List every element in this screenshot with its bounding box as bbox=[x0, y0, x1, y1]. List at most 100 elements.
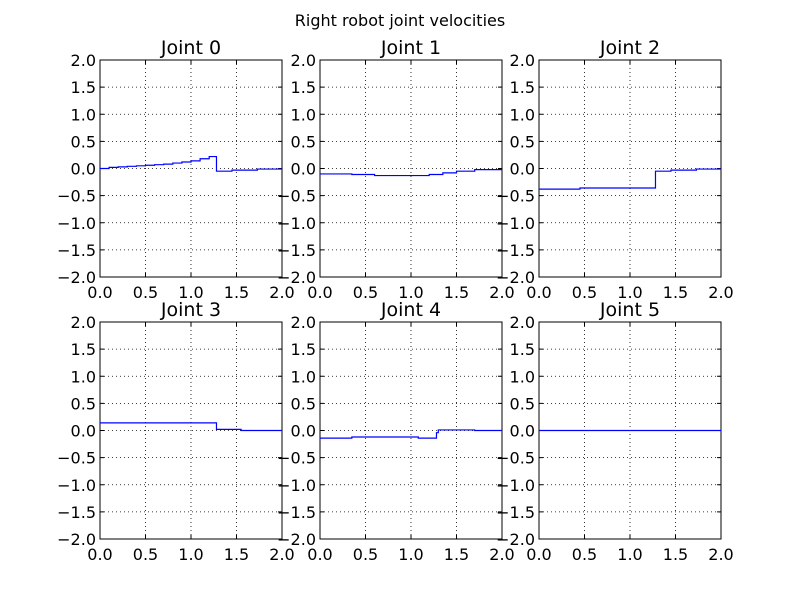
x-tick-label: 0.0 bbox=[526, 283, 551, 302]
y-tick-label: 1.5 bbox=[510, 340, 535, 359]
subplot-joint-3: 0.0 0.5 1.0 1.5 2.0 2.0 1.5 1.0 0.5 0.0 −0.5 −1.0 −1… bbox=[57, 299, 295, 564]
subplot-title: Joint 4 bbox=[380, 299, 441, 321]
y-tick-label: −2.0 bbox=[57, 268, 96, 287]
subplot-title: Joint 0 bbox=[160, 37, 221, 59]
subplot-title: Joint 3 bbox=[160, 299, 221, 321]
y-tick-label: 2.0 bbox=[291, 313, 316, 332]
subplot-title: Joint 1 bbox=[380, 37, 441, 59]
x-tick-label: 0.5 bbox=[572, 283, 597, 302]
y-tick-label: −1.0 bbox=[277, 214, 316, 233]
y-tick-label: 0.0 bbox=[291, 422, 316, 441]
x-tick-label: 0.5 bbox=[353, 283, 378, 302]
subplot-joint-4: 0.0 0.5 1.0 1.5 2.0 2.0 1.5 1.0 0.5 0.0 −0.5 −1.0 −1… bbox=[277, 299, 515, 564]
x-tick-label: 1.0 bbox=[398, 545, 423, 564]
y-tick-label: 1.5 bbox=[510, 78, 535, 97]
y-tick-label: −0.5 bbox=[277, 449, 316, 468]
x-tick-label: 2.0 bbox=[269, 283, 294, 302]
y-tick-label: 1.5 bbox=[291, 78, 316, 97]
figure-title: Right robot joint velocities bbox=[295, 11, 505, 30]
subplot-joint-5: 0.0 0.5 1.0 1.5 2.0 2.0 1.5 1.0 0.5 0.0 −0.5 −1.0 −1… bbox=[496, 299, 734, 564]
y-tick-label: −2.0 bbox=[57, 530, 96, 549]
y-tick-label: −2.0 bbox=[496, 530, 535, 549]
y-tick-label: −1.5 bbox=[277, 503, 316, 522]
x-tick-label: 0.5 bbox=[572, 545, 597, 564]
y-tick-label: 0.0 bbox=[510, 160, 535, 179]
y-tick-label: 0.5 bbox=[510, 132, 535, 151]
y-tick-label: 1.0 bbox=[71, 367, 96, 386]
y-tick-label: −0.5 bbox=[496, 187, 535, 206]
y-tick-label: −0.5 bbox=[57, 449, 96, 468]
x-tick-label: 1.5 bbox=[663, 545, 688, 564]
y-tick-label: 2.0 bbox=[71, 313, 96, 332]
subplot-joint-0: 0.0 0.5 1.0 1.5 2.0 2.0 1.5 1.0 0.5 0.0 −0.5 −1.0 −1… bbox=[57, 37, 295, 302]
y-tick-label: −1.0 bbox=[496, 476, 535, 495]
y-tick-label: −1.5 bbox=[496, 241, 535, 260]
x-tick-label: 1.0 bbox=[398, 283, 423, 302]
y-tick-label: −0.5 bbox=[277, 187, 316, 206]
y-tick-label: 0.0 bbox=[71, 160, 96, 179]
subplot-joint-2: 0.0 0.5 1.0 1.5 2.0 2.0 1.5 1.0 0.5 0.0 −0.5 −1.0 −1… bbox=[496, 37, 734, 302]
velocity-series-line bbox=[539, 168, 721, 190]
y-tick-label: 1.0 bbox=[71, 105, 96, 124]
y-tick-label: 1.5 bbox=[71, 340, 96, 359]
velocity-series-line bbox=[320, 429, 502, 439]
y-tick-label: −2.0 bbox=[277, 530, 316, 549]
x-tick-label: 0.5 bbox=[133, 545, 158, 564]
y-tick-label: 1.5 bbox=[291, 340, 316, 359]
x-tick-label: 1.0 bbox=[617, 545, 642, 564]
y-tick-label: 2.0 bbox=[71, 51, 96, 70]
x-tick-label: 1.0 bbox=[617, 283, 642, 302]
y-tick-label: 1.5 bbox=[71, 78, 96, 97]
y-tick-label: −1.0 bbox=[57, 214, 96, 233]
y-tick-label: 1.0 bbox=[291, 367, 316, 386]
x-tick-label: 0.5 bbox=[353, 545, 378, 564]
y-tick-label: 0.5 bbox=[71, 132, 96, 151]
x-tick-label: 0.0 bbox=[87, 283, 112, 302]
y-tick-label: 0.0 bbox=[510, 422, 535, 441]
y-tick-label: −1.0 bbox=[277, 476, 316, 495]
subplot-grid: 0.0 0.5 1.0 1.5 2.0 2.0 1.5 1.0 0.5 0.0 −0.5 −1.0 −1… bbox=[57, 37, 734, 564]
subplot-joint-1: 0.0 0.5 1.0 1.5 2.0 2.0 1.5 1.0 0.5 0.0 −0.5 −1.0 −1… bbox=[277, 37, 515, 302]
y-tick-label: −1.5 bbox=[496, 503, 535, 522]
x-tick-label: 1.0 bbox=[178, 545, 203, 564]
velocity-series-line bbox=[100, 422, 282, 432]
x-tick-label: 2.0 bbox=[489, 545, 514, 564]
velocity-series-line bbox=[320, 168, 502, 177]
x-tick-label: 1.5 bbox=[224, 283, 249, 302]
y-tick-label: 0.0 bbox=[71, 422, 96, 441]
y-tick-label: −1.0 bbox=[57, 476, 96, 495]
y-tick-label: −1.5 bbox=[277, 241, 316, 260]
x-tick-label: 0.5 bbox=[133, 283, 158, 302]
y-tick-label: 2.0 bbox=[510, 51, 535, 70]
y-tick-label: −0.5 bbox=[57, 187, 96, 206]
y-tick-label: 2.0 bbox=[291, 51, 316, 70]
x-tick-label: 1.5 bbox=[444, 545, 469, 564]
y-tick-label: 1.0 bbox=[510, 105, 535, 124]
subplot-title: Joint 5 bbox=[599, 299, 660, 321]
x-tick-label: 2.0 bbox=[708, 545, 733, 564]
y-tick-label: −1.0 bbox=[496, 214, 535, 233]
y-tick-label: −0.5 bbox=[496, 449, 535, 468]
y-tick-label: 0.5 bbox=[291, 132, 316, 151]
x-tick-label: 1.0 bbox=[178, 283, 203, 302]
velocity-series-line bbox=[100, 155, 282, 172]
y-tick-label: 0.0 bbox=[291, 160, 316, 179]
y-tick-label: 0.5 bbox=[71, 394, 96, 413]
x-tick-label: 1.5 bbox=[663, 283, 688, 302]
x-tick-label: 2.0 bbox=[708, 283, 733, 302]
x-tick-label: 1.5 bbox=[224, 545, 249, 564]
x-tick-label: 2.0 bbox=[489, 283, 514, 302]
y-tick-label: −2.0 bbox=[496, 268, 535, 287]
y-tick-label: −2.0 bbox=[277, 268, 316, 287]
x-tick-label: 2.0 bbox=[269, 545, 294, 564]
y-tick-label: 1.0 bbox=[510, 367, 535, 386]
x-tick-label: 1.5 bbox=[444, 283, 469, 302]
x-tick-label: 0.0 bbox=[307, 283, 332, 302]
y-tick-label: −1.5 bbox=[57, 241, 96, 260]
subplot-title: Joint 2 bbox=[599, 37, 660, 59]
y-tick-label: 2.0 bbox=[510, 313, 535, 332]
x-tick-label: 0.0 bbox=[526, 545, 551, 564]
x-tick-label: 0.0 bbox=[307, 545, 332, 564]
y-tick-label: 0.5 bbox=[510, 394, 535, 413]
